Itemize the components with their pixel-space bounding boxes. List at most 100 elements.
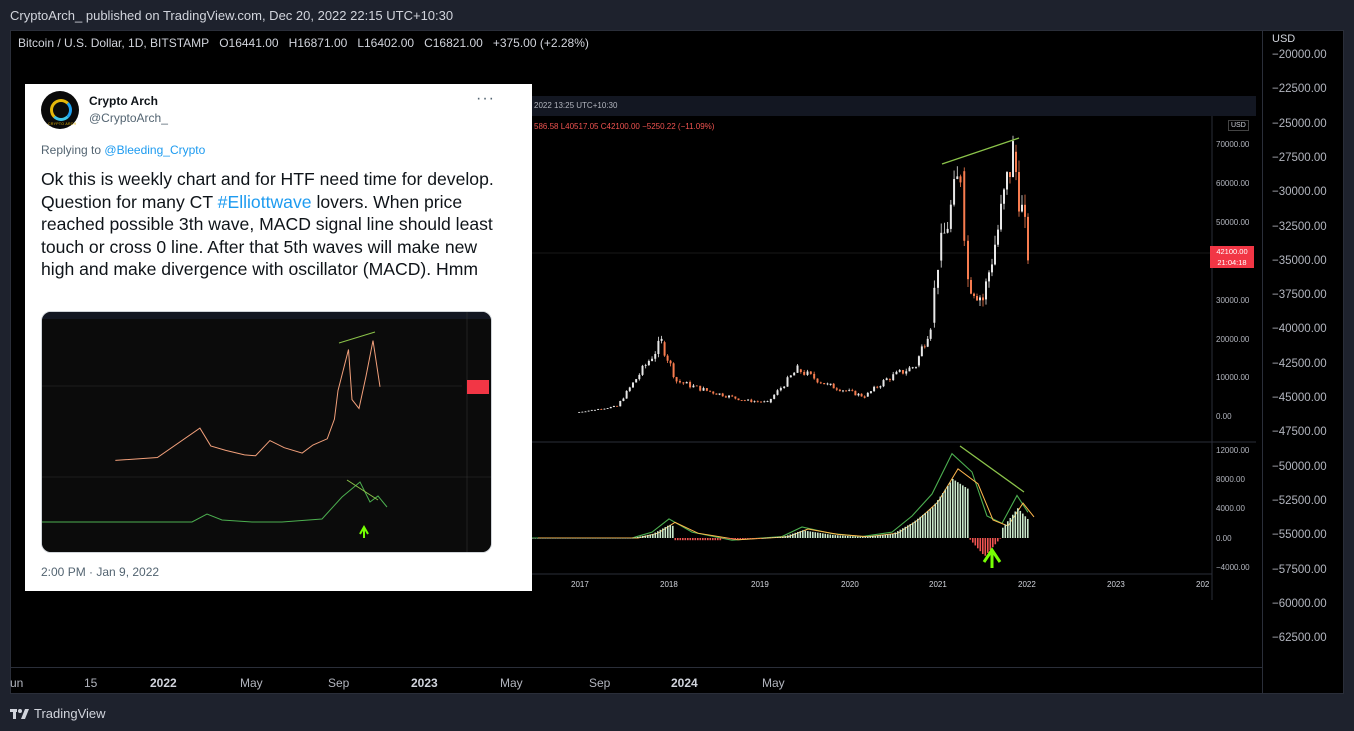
tradingview-logo-icon [10,708,29,719]
macd-histogram-bar [657,531,659,538]
macd-histogram-bar [997,538,999,542]
macd-histogram-bar [599,538,602,539]
macd-histogram-bar [784,536,787,538]
macd-histogram-bar [594,538,597,539]
macd-histogram-bar [539,538,542,539]
candle-body [737,398,740,401]
candle-body [959,176,962,183]
candle-body [625,390,628,399]
macd-histogram-bar [962,485,964,538]
macd-histogram-bar [572,538,574,539]
macd-histogram-bar [622,538,624,539]
footer-brand[interactable]: TradingView [10,706,106,721]
macd-histogram-bar [754,538,757,539]
candle-body [933,287,936,323]
reply-to-link[interactable]: @Bleeding_Crypto [104,143,206,157]
macd-histogram-bar [902,528,904,538]
macd-histogram-bar [882,534,884,538]
candle-body [705,388,708,391]
tweet-media-image[interactable] [41,311,492,553]
candle-body [803,371,806,375]
macd-histogram-bar [944,489,947,538]
price-axis-tick: −30000.00 [1272,186,1327,199]
brand-name: TradingView [34,706,106,721]
candle-body [789,375,792,378]
candle-body [678,381,681,383]
macd-histogram-bar [994,538,997,545]
tweet-author-name[interactable]: Crypto Arch [89,94,158,108]
macd-histogram-bar [574,538,577,539]
candle-body [963,171,966,241]
candle-body [940,232,943,261]
macd-histogram-bar [834,535,837,538]
candle-body [949,204,952,229]
tweet-text-part2: lovers. When price reached possible 3th … [41,191,493,280]
macd-histogram-bar [939,496,942,538]
candle-body [644,365,647,366]
currency-label[interactable]: USD [1272,33,1296,45]
candle-body [926,338,929,347]
macd-histogram-bar [887,534,889,538]
candle-body [813,373,816,379]
price-axis-tick: −32500.00 [1272,220,1327,233]
macd-histogram-bar [729,538,732,540]
candle-body [593,409,596,411]
embedded-year-tick: 2023 [1107,580,1125,589]
candle-body [740,400,743,401]
candle-body [793,372,796,376]
candle-body [851,390,854,391]
macd-histogram-bar [734,538,737,540]
avatar-label: CRYPTO ARCH [48,122,77,126]
macd-histogram-bar [927,511,929,538]
macd-histogram-bar [814,532,817,538]
macd-histogram-bar [959,483,962,538]
macd-histogram-bar [899,529,902,538]
tweet-author-handle[interactable]: @CryptoArch_ [89,111,168,125]
candle-body [647,360,650,366]
macd-histogram-bar [642,535,644,538]
embedded-chart-image: 2022 13:25 UTC+10:30 586.58 L40517.05 C4… [532,96,1256,600]
candle-body [860,393,863,397]
embedded-price-tick: 20000.00 [1216,334,1250,344]
price-axis-tick: −52500.00 [1272,494,1327,507]
candle-body [709,390,712,392]
candle-body [1021,204,1023,212]
symbol-legend[interactable]: Bitcoin / U.S. Dollar, 1D, BITSTAMP O164… [18,36,589,50]
macd-histogram-bar [762,538,764,539]
candle-body [666,355,669,361]
tweet-timestamp[interactable]: 2:00 PM · Jan 9, 2022 [41,565,160,579]
time-axis-tick: May [240,676,263,690]
macd-histogram-bar [917,518,919,538]
candle-body [600,409,603,410]
hashtag-link[interactable]: #Elliottwave [217,191,312,212]
macd-histogram-bar [632,538,634,539]
embedded-macd-tick: 12000.00 [1216,446,1250,455]
macd-histogram-bar [584,538,587,539]
candle-body [685,382,688,384]
macd-histogram-bar [897,531,899,538]
price-axis-tick: −47500.00 [1272,426,1327,439]
price-axis-tick: −62500.00 [1272,632,1327,645]
more-options-icon[interactable]: ··· [476,90,495,107]
up-arrow-icon [982,547,1002,568]
macd-histogram-bar [929,509,932,538]
embedded-price-tick: 70000.00 [1216,140,1250,149]
macd-histogram-bar [1022,513,1024,538]
candle-body [908,367,911,372]
macd-histogram-bar [569,538,572,539]
macd-histogram-bar [937,500,939,538]
candle-body [866,392,869,397]
candle-body [841,390,844,392]
macd-histogram-bar [664,527,667,538]
tweet-card[interactable]: CRYPTO ARCH Crypto Arch @CryptoArch_ ···… [25,84,532,591]
macd-histogram-bar [889,534,892,538]
macd-histogram-bar [987,538,989,553]
macd-histogram-bar [614,538,617,539]
macd-histogram-bar [667,525,669,538]
macd-histogram-bar [672,525,674,538]
macd-histogram-bar [977,538,979,549]
macd-histogram-bar [807,531,809,538]
macd-histogram-bar [742,538,744,540]
avatar[interactable]: CRYPTO ARCH [41,91,79,129]
macd-histogram-bar [847,535,849,538]
